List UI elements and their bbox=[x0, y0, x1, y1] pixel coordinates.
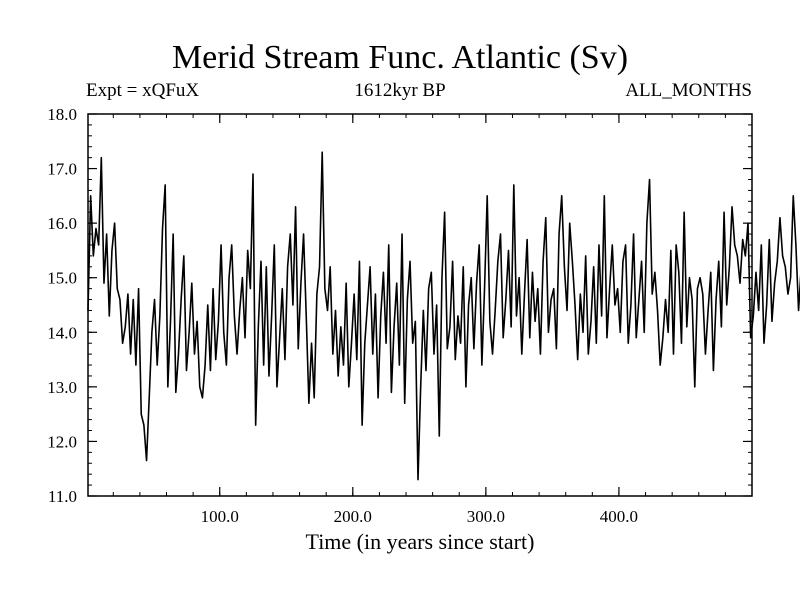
y-tick-label: 16.0 bbox=[47, 214, 77, 233]
x-tick-label: 200.0 bbox=[334, 507, 372, 526]
y-tick-label: 18.0 bbox=[47, 105, 77, 124]
period-label: 1612kyr BP bbox=[354, 80, 446, 101]
y-axis: 11.0 12.0 13.0 14.0 15.0 16.0 17.0 18.0 bbox=[47, 105, 752, 506]
x-tick-label: 300.0 bbox=[467, 507, 505, 526]
x-tick-label: 100.0 bbox=[201, 507, 239, 526]
y-tick-label: 17.0 bbox=[47, 160, 77, 179]
plot-frame bbox=[87, 113, 753, 497]
y-tick-label: 15.0 bbox=[47, 269, 77, 288]
x-tick-label: 400.0 bbox=[600, 507, 638, 526]
chart-title: Merid Stream Func. Atlantic (Sv) bbox=[171, 39, 629, 76]
experiment-label: Expt = xQFuX bbox=[86, 80, 200, 101]
months-label: ALL_MONTHS bbox=[625, 80, 752, 101]
series-line bbox=[87, 151, 800, 481]
y-tick-label: 14.0 bbox=[47, 323, 77, 342]
y-tick-label: 13.0 bbox=[47, 378, 77, 397]
y-tick-label: 11.0 bbox=[48, 487, 77, 506]
x-axis-title: Time (in years since start) bbox=[306, 529, 535, 554]
y-tick-label: 12.0 bbox=[47, 432, 77, 451]
x-axis: 100.0 200.0 300.0 400.0 bbox=[112, 114, 726, 526]
